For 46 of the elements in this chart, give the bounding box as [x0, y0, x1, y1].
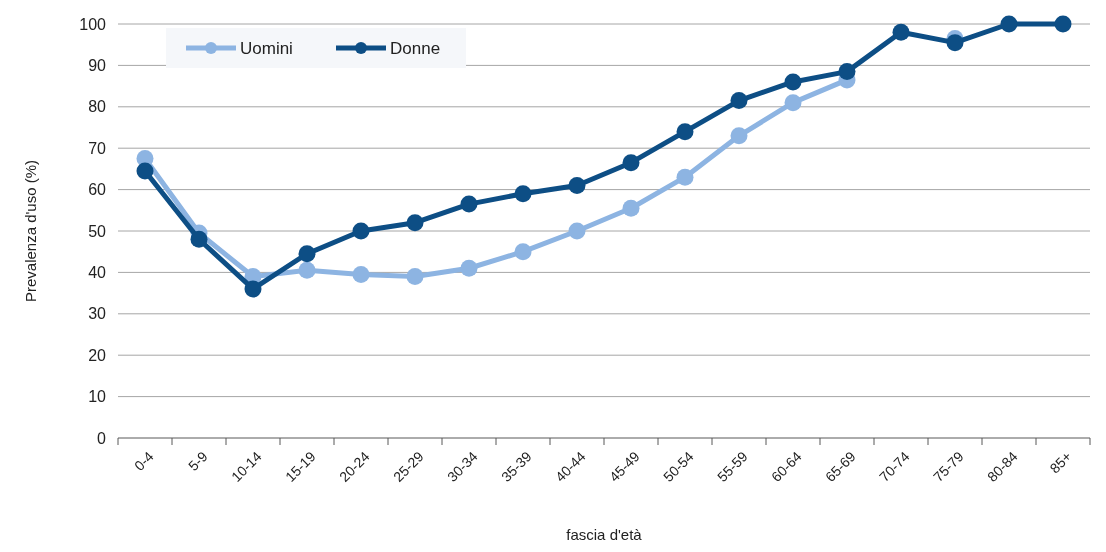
y-tick-label: 100	[79, 15, 107, 33]
point	[784, 94, 802, 112]
point	[568, 176, 586, 194]
point	[730, 127, 748, 145]
point	[730, 92, 748, 110]
point	[352, 265, 370, 283]
point	[676, 168, 694, 186]
point	[1000, 15, 1018, 33]
point	[190, 230, 208, 248]
y-tick-label: 50	[88, 222, 107, 240]
point	[460, 195, 478, 213]
point	[298, 245, 316, 263]
point	[514, 243, 532, 261]
point	[514, 185, 532, 203]
point	[460, 259, 478, 277]
point	[1054, 15, 1072, 33]
y-tick-label: 10	[88, 388, 107, 406]
point	[406, 268, 424, 286]
point	[622, 199, 640, 217]
point	[406, 214, 424, 232]
y-tick-label: 60	[88, 181, 107, 199]
y-tick-label: 70	[88, 139, 107, 157]
x-axis-title: fascia d'età	[566, 526, 643, 543]
point	[784, 73, 802, 91]
y-tick-label: 0	[97, 429, 107, 447]
y-tick-label: 40	[88, 264, 107, 281]
y-tick-label: 90	[88, 57, 107, 74]
point	[622, 154, 640, 172]
point	[244, 280, 262, 298]
point	[946, 34, 964, 52]
point	[136, 162, 154, 180]
y-tick-label: 20	[88, 346, 107, 364]
x-tick-label: 5-9	[184, 448, 211, 474]
point	[568, 222, 586, 240]
y-tick-label: 80	[88, 98, 107, 116]
point	[892, 23, 910, 41]
point	[838, 63, 856, 81]
y-tick-label: 30	[88, 305, 107, 323]
legend-label: Uomini	[240, 38, 293, 58]
x-tick-label: 85+	[1046, 448, 1075, 477]
y-axis-title: Prevalenza d'uso (%)	[22, 159, 39, 303]
x-tick-label: 0-4	[130, 448, 157, 474]
point	[352, 222, 370, 240]
point	[298, 261, 316, 279]
legend-label: Donne	[390, 38, 441, 58]
point	[676, 123, 694, 141]
